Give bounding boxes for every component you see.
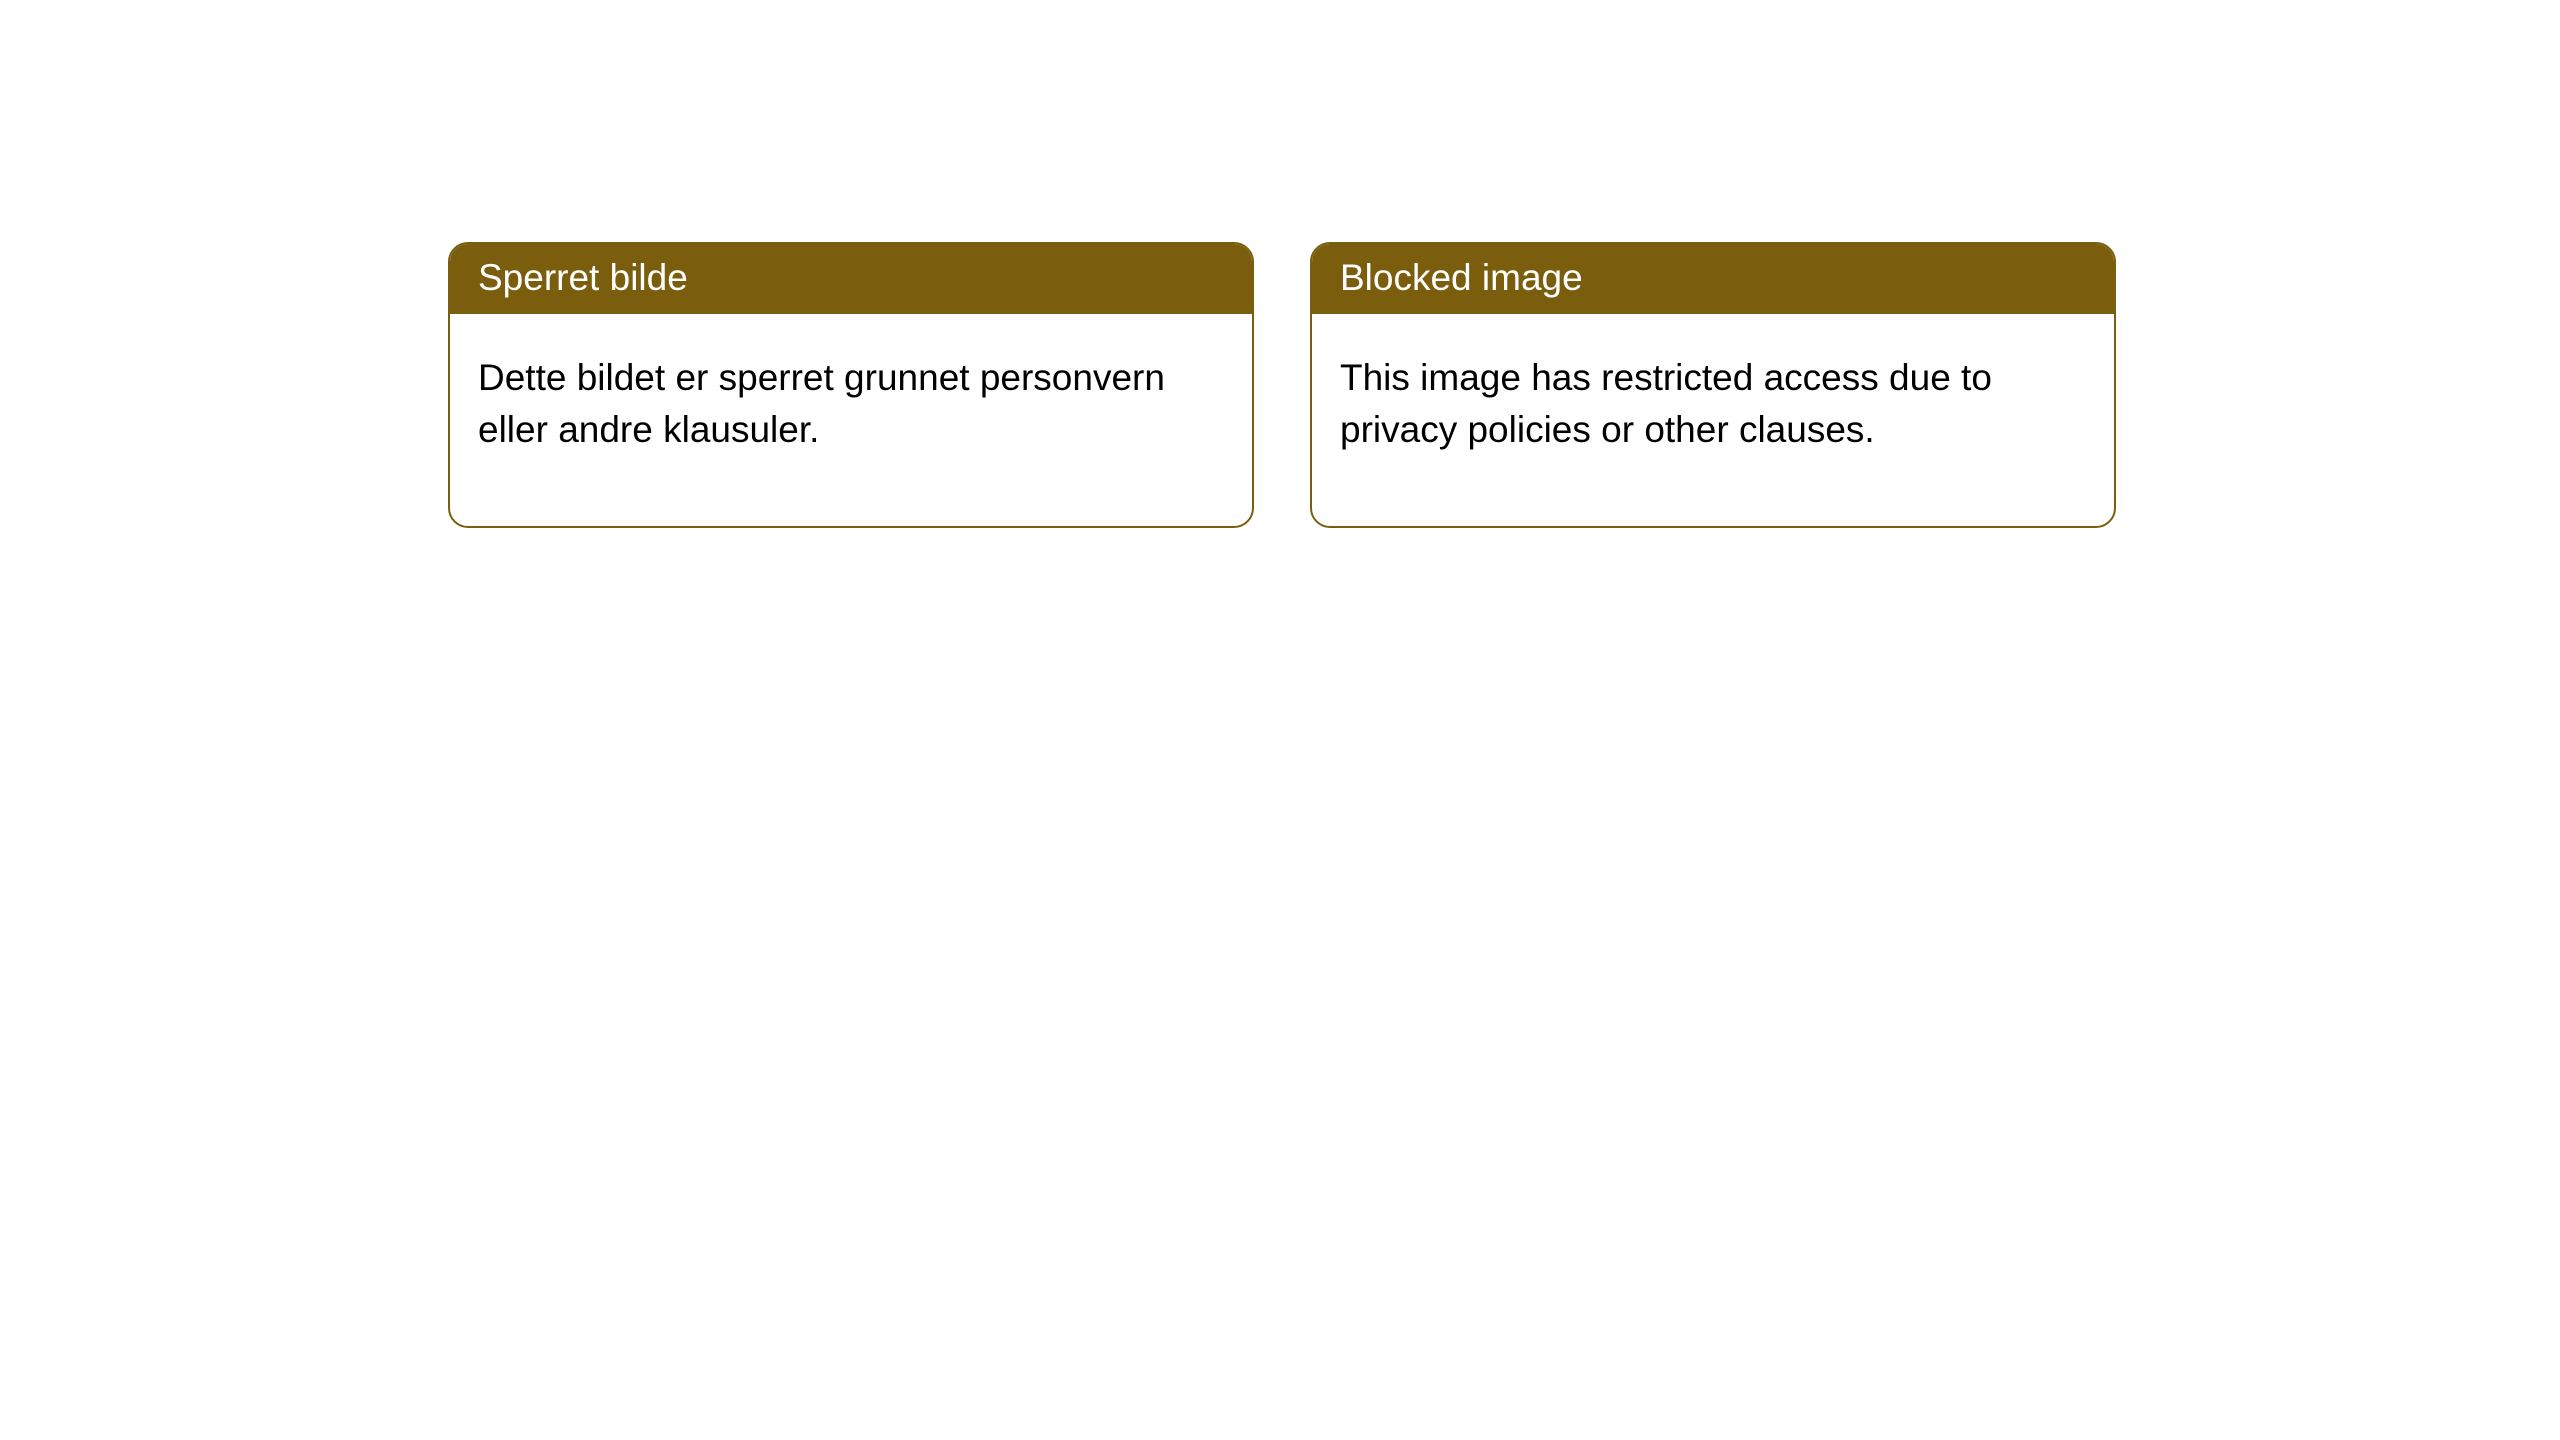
blocked-image-card-no: Sperret bilde Dette bildet er sperret gr… (448, 242, 1254, 528)
card-body: Dette bildet er sperret grunnet personve… (450, 314, 1252, 526)
card-header: Blocked image (1312, 244, 2114, 314)
card-header: Sperret bilde (450, 244, 1252, 314)
blocked-image-card-en: Blocked image This image has restricted … (1310, 242, 2116, 528)
card-row: Sperret bilde Dette bildet er sperret gr… (0, 0, 2560, 528)
card-body: This image has restricted access due to … (1312, 314, 2114, 526)
